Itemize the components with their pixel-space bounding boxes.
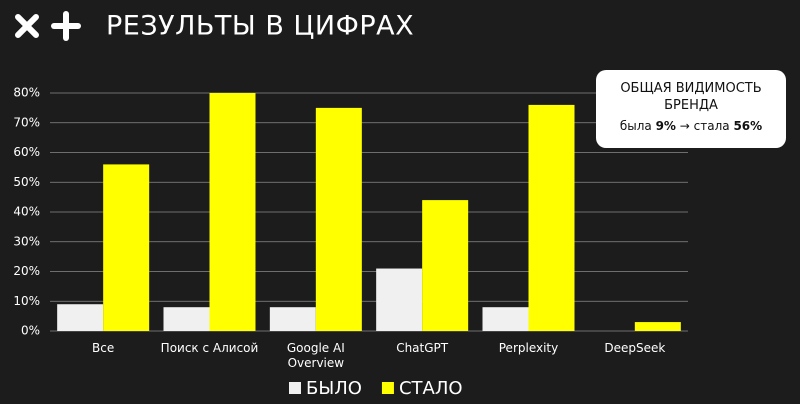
x-tick-label: Все bbox=[92, 341, 115, 355]
y-tick-label: 80% bbox=[13, 86, 40, 100]
logo-plus bbox=[51, 11, 81, 41]
bar bbox=[209, 93, 256, 331]
bar bbox=[376, 268, 423, 331]
callout-after-text: → стала bbox=[679, 119, 730, 133]
slide-title: РЕЗУЛЬТЫ В ЦИФРАХ bbox=[106, 11, 414, 42]
y-tick-label: 10% bbox=[13, 294, 40, 308]
y-tick-label: 0% bbox=[21, 324, 40, 338]
x-tick-label: ChatGPT bbox=[396, 341, 449, 355]
legend: БЫЛО СТАЛО bbox=[289, 378, 463, 399]
callout: ОБЩАЯ ВИДИМОСТЬ БРЕНДА была 9% → стала 5… bbox=[596, 70, 786, 148]
y-tick-label: 70% bbox=[13, 115, 40, 129]
y-tick-label: 60% bbox=[13, 145, 40, 159]
x-tick-label: DeepSeek bbox=[604, 341, 666, 355]
y-tick-label: 20% bbox=[13, 264, 40, 278]
y-tick-label: 30% bbox=[13, 234, 40, 248]
bar bbox=[315, 107, 362, 331]
bar bbox=[482, 307, 529, 331]
callout-text: была 9% → стала 56% bbox=[596, 119, 786, 133]
bar bbox=[103, 164, 150, 331]
x-tick-label: Google AI Overview bbox=[286, 341, 345, 370]
callout-before-value: 9% bbox=[655, 119, 676, 133]
y-tick-label: 50% bbox=[13, 175, 40, 189]
bar bbox=[163, 307, 210, 331]
callout-title: ОБЩАЯ ВИДИМОСТЬ БРЕНДА bbox=[620, 81, 762, 113]
bar bbox=[269, 307, 316, 331]
callout-after-value: 56% bbox=[733, 119, 763, 133]
legend-swatch bbox=[289, 382, 301, 394]
bar bbox=[57, 304, 104, 331]
legend-swatch bbox=[381, 382, 394, 394]
bar bbox=[528, 104, 575, 332]
logo-x bbox=[15, 14, 39, 38]
callout-before-text: была bbox=[619, 119, 652, 133]
bar bbox=[422, 200, 469, 331]
x-tick-label: Поиск с Алисой bbox=[160, 341, 259, 355]
legend-label: БЫЛО bbox=[306, 378, 362, 399]
bar bbox=[634, 322, 681, 331]
y-tick-label: 40% bbox=[13, 205, 40, 219]
x-tick-label: Perplexity bbox=[498, 341, 559, 355]
legend-label: СТАЛО bbox=[399, 378, 463, 399]
